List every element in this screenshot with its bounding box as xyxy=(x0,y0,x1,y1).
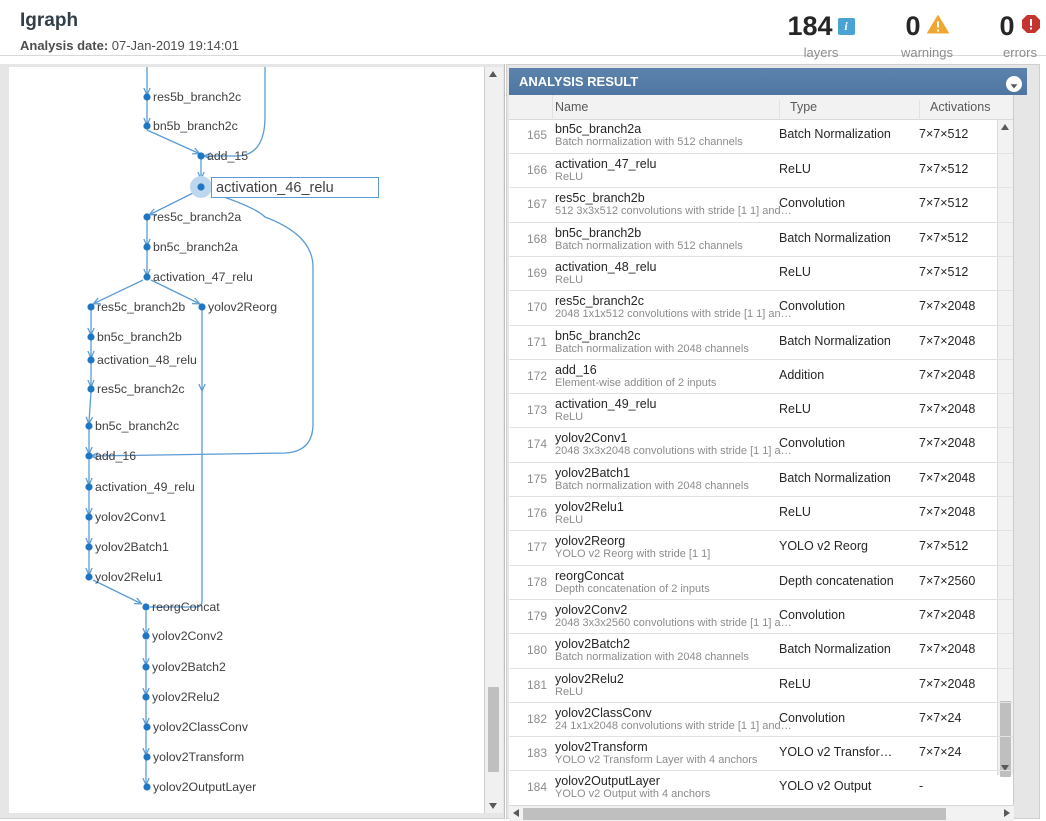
svg-text:yolov2Transform: yolov2Transform xyxy=(153,750,244,764)
svg-text:yolov2Batch2: yolov2Batch2 xyxy=(152,660,226,674)
svg-text:activation_47_relu: activation_47_relu xyxy=(153,270,253,284)
svg-text:res5c_branch2b: res5c_branch2b xyxy=(97,300,185,314)
svg-text:res5c_branch2c: res5c_branch2c xyxy=(97,382,185,396)
svg-text:yolov2Relu1: yolov2Relu1 xyxy=(95,570,163,584)
svg-text:bn5c_branch2a: bn5c_branch2a xyxy=(153,240,238,254)
svg-text:yolov2ClassConv: yolov2ClassConv xyxy=(153,720,249,734)
svg-text:yolov2Batch1: yolov2Batch1 xyxy=(95,540,169,554)
svg-text:yolov2Relu2: yolov2Relu2 xyxy=(152,690,220,704)
svg-text:res5c_branch2a: res5c_branch2a xyxy=(153,210,241,224)
svg-text:add_16: add_16 xyxy=(95,449,136,463)
svg-text:add_15: add_15 xyxy=(207,149,248,163)
svg-text:yolov2Reorg: yolov2Reorg xyxy=(208,300,277,314)
svg-text:yolov2Conv2: yolov2Conv2 xyxy=(152,629,223,643)
svg-text:activation_49_relu: activation_49_relu xyxy=(95,480,195,494)
svg-text:yolov2Conv1: yolov2Conv1 xyxy=(95,510,166,524)
svg-text:yolov2OutputLayer: yolov2OutputLayer xyxy=(153,780,256,794)
svg-text:activation_48_relu: activation_48_relu xyxy=(97,353,197,367)
svg-text:res5b_branch2c: res5b_branch2c xyxy=(153,90,241,104)
svg-text:reorgConcat: reorgConcat xyxy=(152,600,220,614)
svg-text:bn5b_branch2c: bn5b_branch2c xyxy=(153,119,238,133)
svg-text:bn5c_branch2c: bn5c_branch2c xyxy=(95,419,179,433)
svg-text:bn5c_branch2b: bn5c_branch2b xyxy=(97,330,182,344)
